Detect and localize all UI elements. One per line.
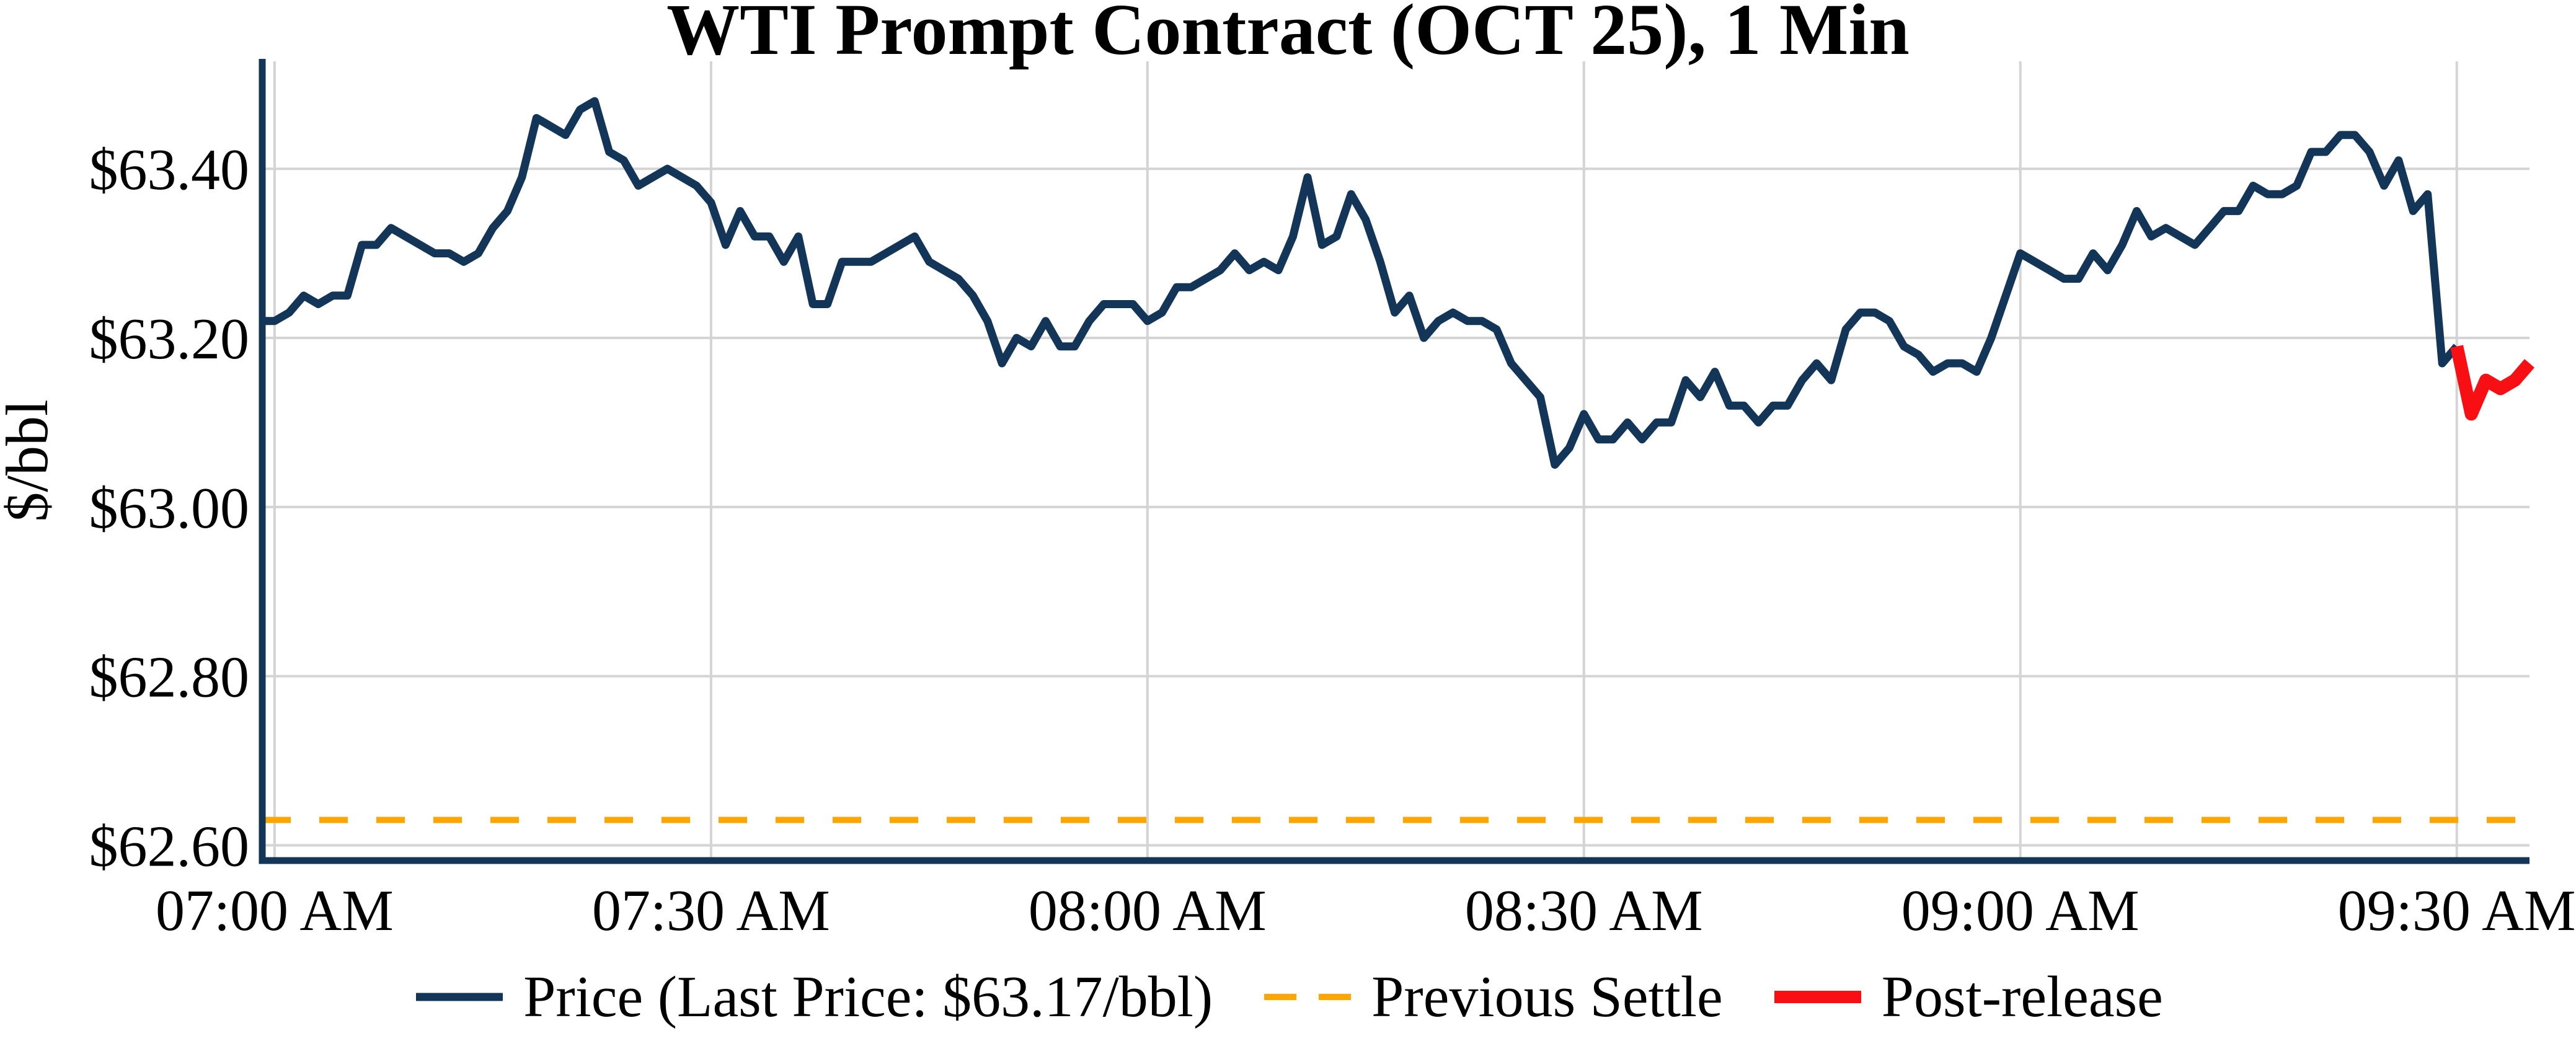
y-axis-label: $/bbl (0, 399, 60, 521)
legend-label-post-release: Post-release (1881, 965, 2163, 1029)
x-tick-label: 07:30 AM (592, 879, 830, 943)
legend-item-previous-settle: Previous Settle (1261, 963, 1723, 1030)
x-tick-label: 07:00 AM (156, 879, 394, 943)
y-tick-label: $62.60 (89, 814, 250, 879)
post-release-line (2450, 345, 2534, 421)
x-tick-label: 08:30 AM (1465, 879, 1703, 943)
y-tick-label: $63.00 (89, 476, 250, 541)
post-release-swatch (1774, 991, 1861, 1003)
y-tick-label: $62.80 (89, 645, 250, 710)
y-tick-label: $63.20 (89, 307, 250, 371)
chart-legend: Price (Last Price: $63.17/bbl) Previous … (0, 954, 2576, 1040)
legend-item-price: Price (Last Price: $63.17/bbl) (413, 963, 1213, 1030)
legend-label-price: Price (Last Price: $63.17/bbl) (523, 965, 1213, 1029)
previous-settle-swatch (1264, 994, 1352, 1000)
legend-item-post-release: Post-release (1771, 963, 2163, 1030)
x-tick-label: 09:30 AM (2338, 879, 2576, 943)
chart-title: WTI Prompt Contract (OCT 25), 1 Min (666, 0, 1910, 70)
x-tick-label: 09:00 AM (1901, 879, 2140, 943)
legend-label-previous-settle: Previous Settle (1371, 965, 1723, 1029)
x-tick-label: 08:00 AM (1029, 879, 1267, 943)
y-tick-label: $63.40 (89, 138, 250, 202)
price-line-swatch (416, 993, 503, 1001)
price-line (262, 97, 2460, 469)
